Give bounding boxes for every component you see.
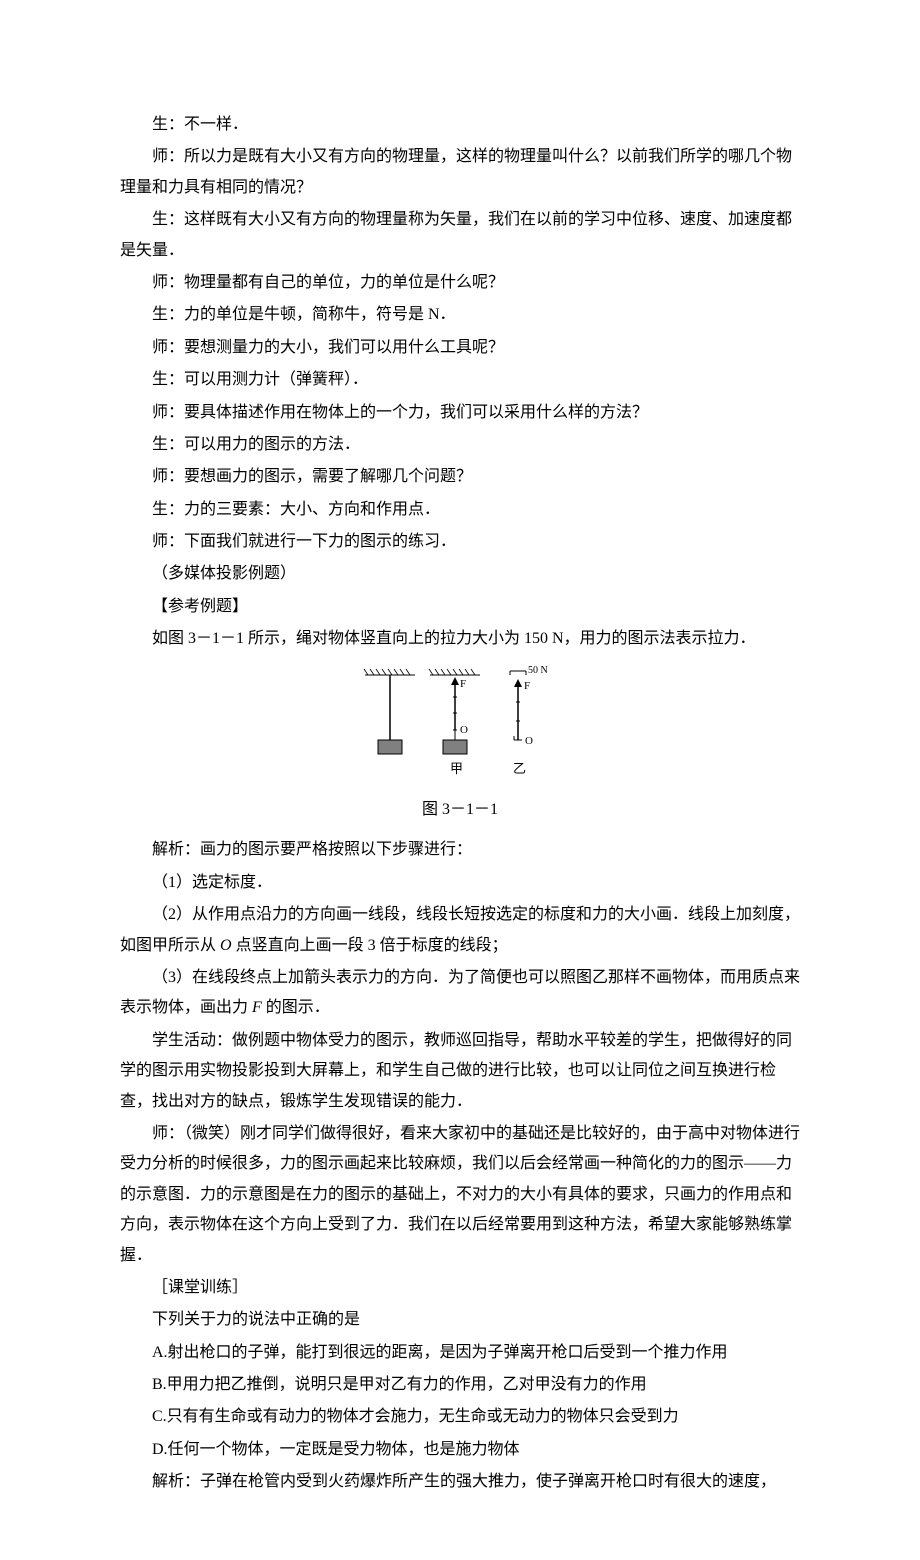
solution-heading: 解析：画力的图示要严格按照以下步骤进行： <box>120 835 800 865</box>
dialogue-line: 生：力的三要素：大小、方向和作用点． <box>120 495 800 525</box>
example-heading: 【参考例题】 <box>120 592 800 622</box>
variable-o: O <box>220 937 232 954</box>
dialogue-line: 生：不一样． <box>120 110 800 140</box>
force-diagram: F O 50 N F O 甲 乙 图 3－1－1 <box>120 665 800 826</box>
activity-text: 学生活动：做例题中物体受力的图示，教师巡回指导，帮助水平较差的学生，把做得好的同… <box>120 1026 800 1117</box>
step-text: （3）在线段终点上加箭头表示力的方向．为了简便也可以照图乙那样不画物体，而用质点… <box>120 969 800 1016</box>
dialogue-line: 师：要具体描述作用在物体上的一个力，我们可以采用什么样的方法？ <box>120 398 800 428</box>
solution-step: （3）在线段终点上加箭头表示力的方向．为了简便也可以照图乙那样不画物体，而用质点… <box>120 963 800 1024</box>
right-diagram-label: 乙 <box>513 761 526 776</box>
origin-label-o2: O <box>525 735 533 747</box>
dialogue-line: 师：要想测量力的大小，我们可以用什么工具呢？ <box>120 333 800 363</box>
dialogue-line: （多媒体投影例题） <box>120 559 800 589</box>
dialogue-line: 生：这样既有大小又有方向的物理量称为矢量，我们在以前的学习中位移、速度、加速度都… <box>120 205 800 266</box>
option-a: A.射出枪口的子弹，能打到很远的距离，是因为子弹离开枪口后受到一个推力作用 <box>120 1338 800 1368</box>
scale-label: 50 N <box>528 665 548 676</box>
figure-caption: 图 3－1－1 <box>120 795 800 825</box>
example-problem: 如图 3－1－1 所示，绳对物体竖直向上的拉力大小为 150 N，用力的图示法表… <box>120 624 800 654</box>
dialogue-line: 生：力的单位是牛顿，简称牛，符号是 N． <box>120 300 800 330</box>
diagram-middle: F O <box>429 669 480 754</box>
dialogue-line: 师：（微笑）刚才同学们做得很好，看来大家初中的基础还是比较好的，由于高中对物体进… <box>120 1119 800 1271</box>
option-b: B.甲用力把乙推倒，说明只是甲对乙有力的作用，乙对甲没有力的作用 <box>120 1370 800 1400</box>
origin-label-o: O <box>460 724 468 736</box>
section-heading: ［课堂训练］ <box>120 1273 800 1303</box>
diagram-right: 50 N F O <box>510 665 548 747</box>
left-diagram-label: 甲 <box>450 761 463 776</box>
dialogue-line: 生：可以用力的图示的方法． <box>120 430 800 460</box>
step-text: 点竖直向上画一段 3 倍于标度的线段； <box>232 937 508 954</box>
option-c: C.只有有生命或有动力的物体才会施力，无生命或无动力的物体只会受到力 <box>120 1402 800 1432</box>
dialogue-line: 师：要想画力的图示，需要了解哪几个问题？ <box>120 462 800 492</box>
dialogue-line: 生：可以用测力计（弹簧秤）． <box>120 365 800 395</box>
dialogue-line: 师：所以力是既有大小又有方向的物理量，这样的物理量叫什么？以前我们所学的哪几个物… <box>120 142 800 203</box>
question-text: 下列关于力的说法中正确的是 <box>120 1305 800 1335</box>
dialogue-line: 师：物理量都有自己的单位，力的单位是什么呢？ <box>120 268 800 298</box>
diagram-left <box>364 669 415 754</box>
force-label-f: F <box>460 678 466 690</box>
step-text: 的图示． <box>262 999 330 1016</box>
solution-step: （1）选定标度． <box>120 868 800 898</box>
option-d: D.任何一个物体，一定既是受力物体，也是施力物体 <box>120 1435 800 1465</box>
variable-f: F <box>252 999 262 1016</box>
dialogue-line: 师：下面我们就进行一下力的图示的练习． <box>120 527 800 557</box>
force-label-f2: F <box>524 680 530 692</box>
force-diagram-svg: F O 50 N F O 甲 乙 <box>350 665 570 780</box>
solution-step: （2）从作用点沿力的方向画一线段，线段长短按选定的标度和力的大小画．线段上加刻度… <box>120 900 800 961</box>
solution-text: 解析：子弹在枪管内受到火药爆炸所产生的强大推力，使子弹离开枪口时有很大的速度， <box>120 1467 800 1497</box>
